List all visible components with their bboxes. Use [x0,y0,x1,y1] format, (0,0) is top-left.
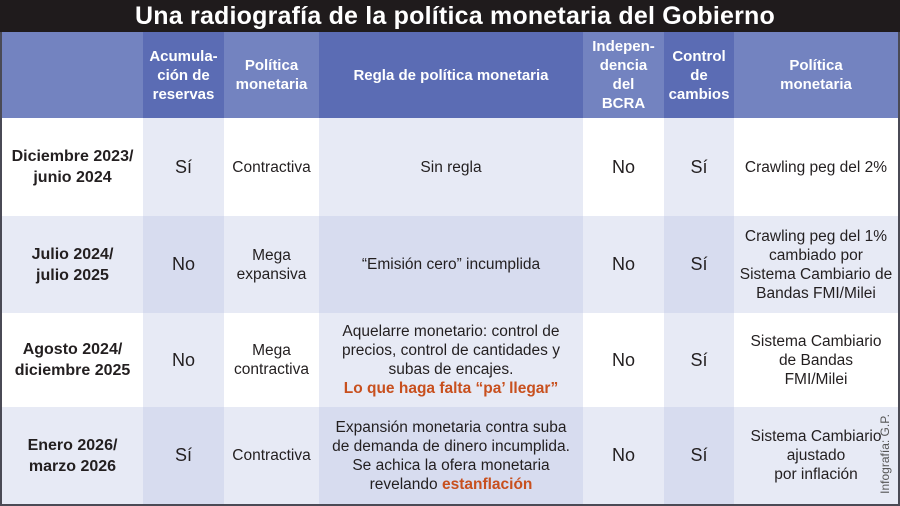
politica-cell: Contractiva [224,118,319,216]
regla-cell: Aquelarre monetario: control de precios,… [319,313,583,407]
page-title: Una radiografía de la política monetaria… [0,0,900,32]
regla-cell: Sin regla [319,118,583,216]
period-cell: Enero 2026/ marzo 2026 [2,407,143,504]
regla-cell: Expansión monetaria contra suba de deman… [319,407,583,504]
control-cell: Sí [664,313,734,407]
cambiaria-cell: Sistema Cambiario de Bandas FMI/Milei [734,313,898,407]
credit-label: Infografía: G.P. [878,414,892,494]
reservas-cell: Sí [143,118,224,216]
independencia-cell: No [583,118,664,216]
period-cell: Diciembre 2023/ junio 2024 [2,118,143,216]
regla-text: Expansión monetaria contra suba de deman… [332,418,570,493]
independencia-cell: No [583,216,664,313]
control-cell: Sí [664,407,734,504]
politica-cell: Mega contractiva [224,313,319,407]
independencia-cell: No [583,313,664,407]
header-independencia-bcra: Indepen- dencia del BCRA [583,32,664,118]
reservas-cell: No [143,313,224,407]
header-acumulacion-reservas: Acumula- ción de reservas [143,32,224,118]
cambiaria-cell: Crawling peg del 1% cambiado por Sistema… [734,216,898,313]
control-cell: Sí [664,118,734,216]
reservas-cell: Sí [143,407,224,504]
cambiaria-cell: Sistema Cambiario ajustado por inflación [734,407,898,504]
reservas-cell: No [143,216,224,313]
regla-cell: “Emisión cero” incumplida [319,216,583,313]
header-politica-monetaria: Política monetaria [224,32,319,118]
regla-highlight: Lo que haga falta “pa’ llegar” [343,380,559,397]
policy-table: Acumula- ción de reservas Política monet… [0,32,900,506]
regla-text: Sin regla [420,158,482,176]
period-cell: Agosto 2024/ diciembre 2025 [2,313,143,407]
regla-text: Aquelarre monetario: control de precios,… [342,323,560,378]
header-control-cambios: Control de cambios [664,32,734,118]
header-regla-politica: Regla de política monetaria [319,32,583,118]
politica-cell: Contractiva [224,407,319,504]
control-cell: Sí [664,216,734,313]
header-period [2,32,143,118]
politica-cell: Mega expansiva [224,216,319,313]
regla-highlight: estanflación [441,475,533,493]
header-politica-cambiaria: Política monetaria [734,32,898,118]
regla-text: “Emisión cero” incumplida [361,256,541,273]
cambiaria-cell: Crawling peg del 2% [734,118,898,216]
period-cell: Julio 2024/ julio 2025 [2,216,143,313]
independencia-cell: No [583,407,664,504]
